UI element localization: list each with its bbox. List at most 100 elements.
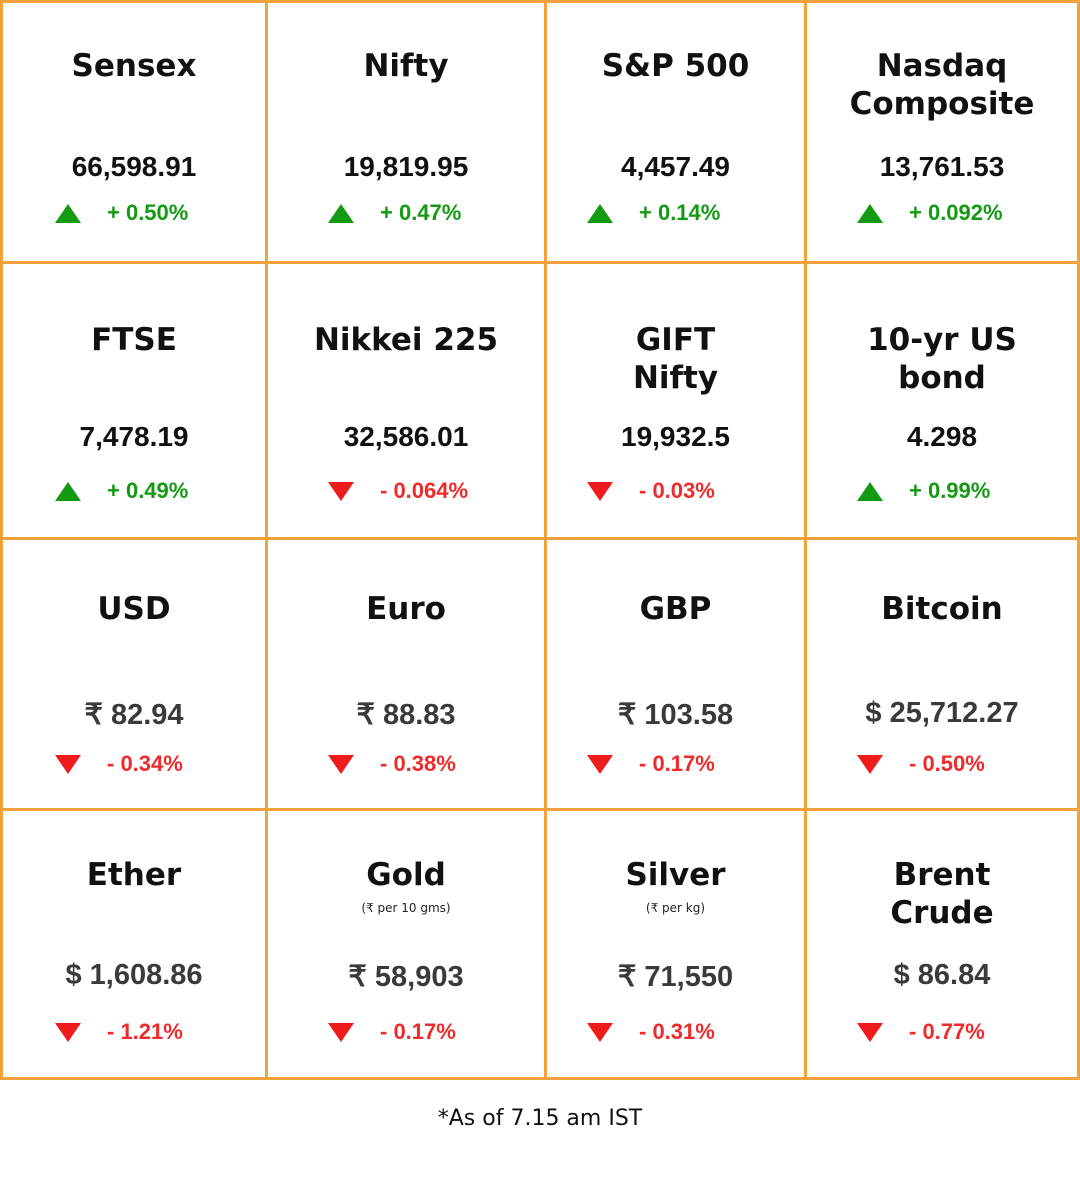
market-tile: USD ₹ 82.94 - 0.34% [3, 540, 265, 808]
tile-title: S&P 500 [601, 48, 750, 84]
tile-change: - 0.50% [857, 751, 985, 777]
arrow-up-icon [587, 203, 613, 223]
tile-title: Nasdaq Composite [849, 48, 1035, 122]
grid-divider [265, 0, 268, 1080]
tile-title: GBP [639, 591, 712, 627]
tile-change-text: - 0.77% [909, 1019, 985, 1044]
tile-change: - 0.31% [587, 1019, 715, 1045]
tile-title: Nikkei 225 [313, 322, 499, 358]
tile-change-text: - 0.03% [639, 478, 715, 503]
arrow-down-icon [328, 754, 354, 774]
arrow-down-icon [857, 1022, 883, 1042]
tile-change: - 0.03% [587, 478, 715, 504]
market-tile: Gold (₹ per 10 gms) ₹ 58,903 - 0.17% [268, 811, 544, 1077]
grid-divider [0, 808, 1080, 811]
tile-change: - 0.38% [328, 751, 456, 777]
market-tile: Euro ₹ 88.83 - 0.38% [268, 540, 544, 808]
tile-value: ₹ 103.58 [617, 699, 734, 731]
arrow-up-icon [328, 203, 354, 223]
tile-change-text: - 0.064% [380, 478, 469, 503]
arrow-up-icon [55, 203, 81, 223]
tile-change: - 0.77% [857, 1019, 985, 1045]
grid-divider [1077, 0, 1080, 1080]
arrow-up-icon [55, 481, 81, 501]
tile-value: 66,598.91 [71, 151, 197, 182]
tile-value: ₹ 71,550 [617, 961, 734, 993]
tile-change-text: - 0.50% [909, 751, 985, 776]
market-tile: S&P 500 4,457.49 + 0.14% [547, 3, 804, 261]
tile-title: Bitcoin [881, 591, 1003, 627]
tile-subtitle: (₹ per kg) [645, 901, 706, 915]
tile-change: + 0.14% [587, 200, 720, 226]
market-tile: Sensex 66,598.91 + 0.50% [3, 3, 265, 261]
tile-value: $ 25,712.27 [865, 697, 1019, 729]
tile-value: 4,457.49 [621, 151, 730, 182]
grid-divider [0, 1077, 1080, 1080]
grid-divider [0, 537, 1080, 540]
arrow-down-icon [857, 754, 883, 774]
tile-title: Ether [86, 857, 182, 893]
tile-change-text: + 0.092% [909, 200, 1003, 225]
tile-change-text: + 0.47% [380, 200, 462, 225]
market-tile: Nikkei 225 32,586.01 - 0.064% [268, 264, 544, 537]
market-tile: GBP ₹ 103.58 - 0.17% [547, 540, 804, 808]
market-tile: FTSE 7,478.19 + 0.49% [3, 264, 265, 537]
tile-title: USD [97, 591, 171, 627]
tile-value: 19,819.95 [343, 151, 469, 182]
tile-change: + 0.50% [55, 200, 188, 226]
tile-title: FTSE [91, 322, 177, 358]
tile-value: ₹ 88.83 [356, 699, 456, 731]
tile-change-text: + 0.14% [639, 200, 721, 225]
arrow-up-icon [857, 481, 883, 501]
arrow-down-icon [587, 1022, 613, 1042]
arrow-down-icon [587, 754, 613, 774]
tile-value: ₹ 58,903 [348, 961, 464, 993]
tile-title: Silver [625, 857, 726, 893]
tile-title: Brent Crude [890, 857, 994, 931]
tile-change: - 0.34% [55, 751, 183, 777]
tile-change-text: + 0.50% [107, 200, 189, 225]
tile-title: Nifty [363, 48, 449, 84]
tile-value: $ 86.84 [893, 959, 991, 991]
grid-divider [544, 0, 547, 1080]
tile-title: Euro [366, 591, 446, 627]
tile-change-text: - 0.34% [107, 751, 183, 776]
tile-title: 10-yr US bond [867, 322, 1017, 396]
tile-change-text: - 0.17% [639, 751, 715, 776]
tile-change-text: + 0.49% [107, 478, 189, 503]
tile-title: Gold [366, 857, 446, 893]
tile-title: GIFT Nifty [632, 322, 719, 396]
arrow-down-icon [55, 1022, 81, 1042]
tile-change: - 0.064% [328, 478, 468, 504]
market-tile: Ether $ 1,608.86 - 1.21% [3, 811, 265, 1077]
tile-value: $ 1,608.86 [65, 959, 203, 991]
arrow-down-icon [587, 481, 613, 501]
arrow-down-icon [328, 1022, 354, 1042]
market-tile: GIFT Nifty 19,932.5 - 0.03% [547, 264, 804, 537]
tile-change: + 0.49% [55, 478, 188, 504]
market-tile: Silver (₹ per kg) ₹ 71,550 - 0.31% [547, 811, 804, 1077]
tile-change-text: - 0.38% [380, 751, 456, 776]
tile-change-text: - 1.21% [107, 1019, 183, 1044]
tile-change-text: - 0.17% [380, 1019, 456, 1044]
tile-change: - 0.17% [328, 1019, 456, 1045]
grid-divider [0, 0, 1080, 3]
tile-change-text: + 0.99% [909, 478, 991, 503]
grid-divider [0, 0, 3, 1080]
tile-value: ₹ 82.94 [84, 699, 184, 731]
tile-value: 7,478.19 [79, 421, 189, 452]
grid-divider [804, 0, 807, 1080]
market-tile: Nifty 19,819.95 + 0.47% [268, 3, 544, 261]
tile-subtitle: (₹ per 10 gms) [361, 901, 451, 915]
arrow-down-icon [55, 754, 81, 774]
market-tile: Nasdaq Composite 13,761.53 + 0.092% [807, 3, 1077, 261]
tile-change: + 0.092% [857, 200, 1003, 226]
footnote: *As of 7.15 am IST [437, 1106, 643, 1131]
tile-value: 13,761.53 [879, 151, 1005, 182]
tile-value: 32,586.01 [343, 421, 469, 452]
tile-change: - 1.21% [55, 1019, 183, 1045]
market-tile: Brent Crude $ 86.84 - 0.77% [807, 811, 1077, 1077]
market-tile: Bitcoin $ 25,712.27 - 0.50% [807, 540, 1077, 808]
tile-change: + 0.99% [857, 478, 990, 504]
tile-title: Sensex [71, 48, 197, 84]
